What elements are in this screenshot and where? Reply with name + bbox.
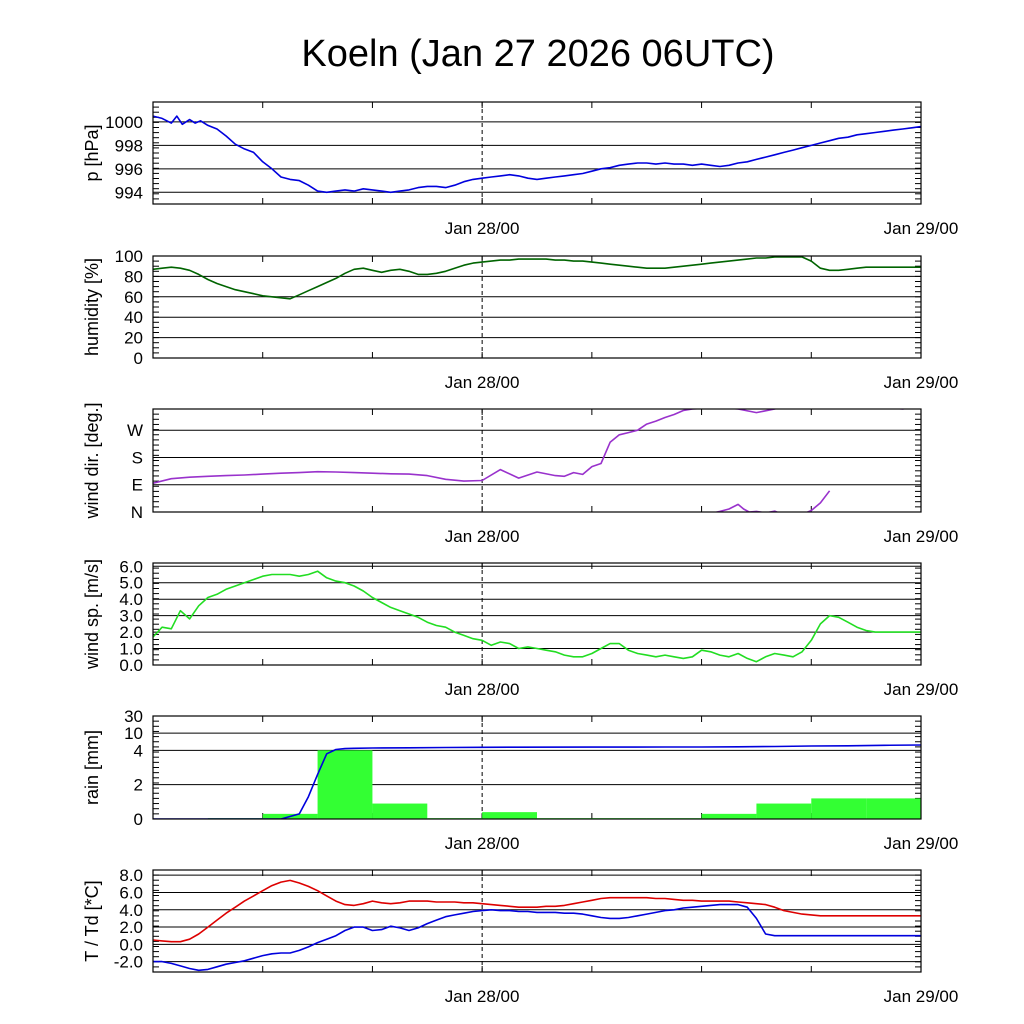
y-tick-label-temperature: 4.0 [119,901,143,920]
y-tick-label-pressure: 994 [115,183,143,202]
y-tick-label-wind_direction: W [127,421,143,440]
x-tick-label: Jan 29/00 [884,987,959,1006]
y-axis-label-rain: rain [mm] [82,730,102,805]
x-tick-label: Jan 28/00 [445,987,520,1006]
y-tick-label-wind_speed: 0.0 [119,656,143,675]
x-tick-label: Jan 28/00 [445,527,520,546]
y-axis-label-wind_direction: wind dir. [deg.] [82,402,102,519]
y-tick-label-humidity: 100 [115,247,143,266]
x-tick-label: Jan 28/00 [445,373,520,392]
y-tick-label-rain: 30 [124,707,143,726]
rain-bar [701,813,757,819]
x-tick-label: Jan 28/00 [445,680,520,699]
y-tick-label-temperature: 6.0 [119,883,143,902]
panel-pressure: 994 996 998 1000 Jan 28/00 Jan 29/00 p [hPa] [82,101,959,238]
y-tick-label-wind_speed: 5.0 [119,574,143,593]
series-line-wind_direction [713,490,831,512]
rain-bar [756,803,812,819]
y-tick-label-wind_speed: 6.0 [119,557,143,576]
series-line-pressure [153,115,921,194]
series-line-temperature [153,903,921,972]
x-tick-label: Jan 29/00 [884,527,959,546]
y-tick-label-humidity: 60 [124,288,143,307]
y-tick-label-wind_speed: 1.0 [119,640,143,659]
y-tick-label-humidity: 20 [124,329,143,348]
series-line-temperature [153,879,921,943]
rain-bar [482,812,537,819]
panel-frame [152,408,922,513]
y-axis-label-humidity: humidity [%] [82,258,102,356]
x-tick-label: Jan 28/00 [445,834,520,853]
y-axis-label-pressure: p [hPa] [82,124,102,181]
x-tick-label: Jan 29/00 [884,680,959,699]
series-line-wind_speed [153,570,921,663]
panel-frame [152,715,922,820]
y-tick-label-pressure: 996 [115,160,143,179]
y-tick-label-rain: 10 [124,724,143,743]
y-tick-label-rain: 2 [134,776,143,795]
series-line-wind_direction [153,409,908,484]
y-axis-label-temperature: T / Td [*C] [82,880,102,961]
rain-bar [372,803,428,819]
y-tick-label-temperature: 8.0 [119,866,143,885]
panel-frame [152,869,922,973]
panel-frame [152,562,922,666]
panel-frame [152,101,922,205]
rain-bar [866,798,921,819]
y-tick-label-pressure: 998 [115,136,143,155]
y-tick-label-wind_direction: E [132,476,143,495]
panel-frame [152,255,922,359]
series-line-rain [153,744,921,819]
panel-temperature: -2.00.02.04.06.08.0 Jan 28/00 Jan 29/00 T /… [82,866,958,1006]
x-tick-label: Jan 29/00 [884,373,959,392]
y-tick-label-humidity: 0 [134,349,143,368]
panel-wind_speed: 0.01.02.03.04.05.06.0 Jan 28/00 Jan 29/00 w… [82,557,958,699]
y-tick-label-temperature: 2.0 [119,918,143,937]
y-tick-label-humidity: 80 [124,267,143,286]
y-tick-label-wind_direction: S [132,448,143,467]
y-axis-label-wind_speed: wind sp. [m/s] [82,559,102,670]
y-tick-label-rain: 4 [134,741,143,760]
x-tick-label: Jan 29/00 [884,219,959,238]
series-line-humidity [153,256,921,300]
x-tick-label: Jan 29/00 [884,834,959,853]
y-tick-label-rain: 0 [134,810,143,829]
y-tick-label-pressure: 1000 [105,113,143,132]
y-tick-label-humidity: 40 [124,308,143,327]
y-tick-label-wind_speed: 4.0 [119,590,143,609]
y-tick-label-wind_direction: N [131,503,143,522]
y-tick-label-wind_speed: 2.0 [119,623,143,642]
rain-bar [317,750,373,819]
x-tick-label: Jan 28/00 [445,219,520,238]
y-tick-label-temperature: 0.0 [119,935,143,954]
chart-title: Koeln (Jan 27 2026 06UTC) [301,33,774,75]
y-tick-label-temperature: -2.0 [114,953,143,972]
rain-bar [811,798,867,819]
y-tick-label-wind_speed: 3.0 [119,607,143,626]
